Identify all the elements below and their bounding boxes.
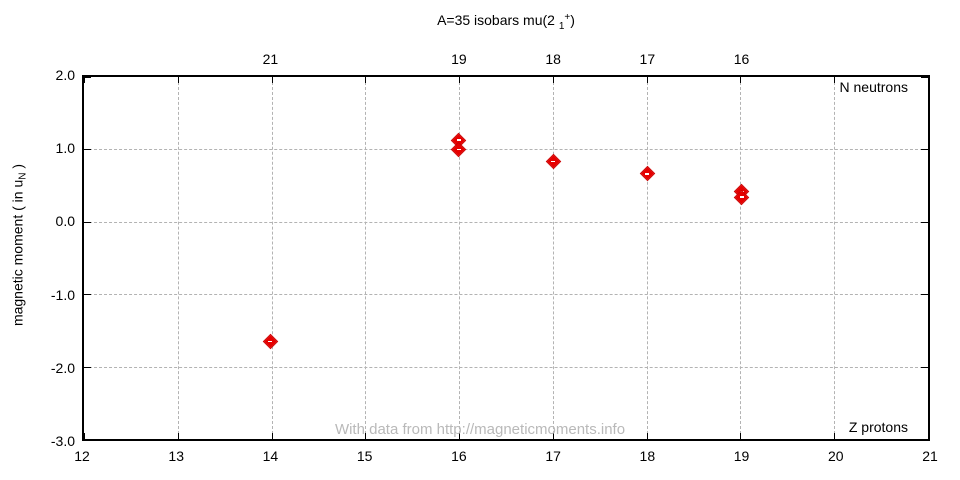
x-axis-tick (459, 433, 461, 439)
y-axis-tick (84, 439, 91, 440)
y-tick-label: -2.0 (50, 359, 75, 376)
chart-title-superscript: + (564, 12, 571, 23)
grid-line-vertical (740, 77, 742, 439)
y-axis-label-main: magnetic moment ( in u (9, 179, 26, 327)
x-tick-label: 16 (451, 448, 467, 464)
y-axis-tick (84, 149, 91, 151)
grid-line-horizontal (84, 294, 928, 296)
x-tick-label: 13 (168, 448, 185, 464)
y-tick-label: -1.0 (50, 286, 75, 303)
top-axis-tick (552, 77, 554, 83)
grid-line-vertical (459, 77, 461, 439)
top-axis-tick (834, 77, 836, 83)
x-tick-label: 19 (733, 448, 750, 464)
data-point-marker (545, 153, 561, 170)
data-point-marker (262, 333, 279, 350)
y-axis-label-close: ) (9, 163, 26, 173)
grid-line-horizontal (84, 366, 928, 368)
top-axis-tick (271, 77, 273, 83)
top-axis-tick (177, 77, 179, 83)
x-tick-label: 21 (922, 448, 938, 464)
top-axis-tick (740, 77, 742, 83)
top-tick-label: 18 (545, 51, 561, 67)
y-axis-tick (84, 366, 91, 368)
top-axis-tick (84, 77, 85, 83)
x-axis-tick (740, 433, 742, 439)
top-tick-label: 19 (451, 51, 467, 67)
x-tick-label: 12 (74, 448, 90, 464)
x-tick-label: 15 (356, 448, 373, 464)
data-point-marker (451, 141, 467, 158)
grid-line-vertical (365, 77, 367, 439)
x-axis-tick (834, 433, 836, 439)
x-axis-tick (646, 433, 648, 439)
right-axis-tick (921, 439, 928, 440)
x-axis-tick (177, 433, 179, 439)
y-axis-label: magnetic moment ( in uN ) (10, 164, 29, 326)
y-tick-label: 1.0 (55, 140, 75, 157)
x-tick-label: 20 (827, 448, 844, 464)
y-tick-label: 2.0 (55, 67, 75, 83)
x-axis-title: Z protons (848, 419, 908, 435)
marker-center-dash (739, 196, 744, 199)
x-axis-tick (928, 433, 929, 439)
y-axis-tick (84, 77, 91, 78)
grid-line-horizontal (84, 149, 928, 151)
top-axis-title: N neutrons (839, 79, 908, 95)
grid-line-vertical (177, 77, 179, 439)
chart-title-subscript: 1 (558, 21, 565, 32)
data-point-marker (639, 166, 656, 182)
data-point-marker (733, 189, 750, 206)
marker-center-dash (551, 160, 556, 163)
top-tick-label: 21 (262, 51, 279, 67)
grid-line-vertical (834, 77, 836, 439)
x-tick-label: 14 (262, 448, 279, 464)
plot-area (82, 75, 930, 441)
chart-title-close: ) (570, 12, 575, 28)
y-tick-label: -3.0 (50, 433, 75, 449)
x-tick-label: 17 (545, 448, 561, 464)
y-axis-tick (84, 221, 91, 223)
chart-title: A=35 isobars mu(2 1+) (82, 12, 930, 32)
top-tick-label: 17 (639, 51, 656, 67)
marker-center-dash (456, 139, 461, 141)
right-axis-tick (921, 294, 928, 296)
top-axis-tick (459, 77, 461, 83)
x-axis-tick (84, 433, 85, 439)
chart-title-main: A=35 isobars mu(2 (437, 12, 559, 28)
x-axis-tick (365, 433, 367, 439)
right-axis-tick (921, 149, 928, 151)
watermark-text: With data from http://magneticmoments.in… (334, 421, 626, 438)
data-point-marker (451, 132, 467, 148)
marker-center-dash (645, 173, 650, 175)
x-axis-tick (552, 433, 554, 439)
grid-line-horizontal (84, 221, 928, 223)
top-axis-tick (365, 77, 367, 83)
right-axis-tick (921, 77, 928, 78)
top-axis-tick (646, 77, 648, 83)
top-tick-label: 16 (733, 51, 750, 67)
right-axis-tick (921, 221, 928, 223)
marker-center-dash (268, 340, 273, 343)
right-axis-tick (921, 366, 928, 368)
grid-line-vertical (646, 77, 648, 439)
marker-center-dash (456, 148, 461, 151)
x-axis-tick (271, 433, 273, 439)
y-tick-label: 0.0 (55, 213, 75, 230)
grid-line-vertical (552, 77, 554, 439)
top-axis-tick (928, 77, 929, 83)
grid-line-vertical (271, 77, 273, 439)
y-axis-label-subscript: N (17, 172, 29, 180)
y-axis-tick (84, 294, 91, 296)
x-tick-label: 18 (639, 448, 656, 464)
